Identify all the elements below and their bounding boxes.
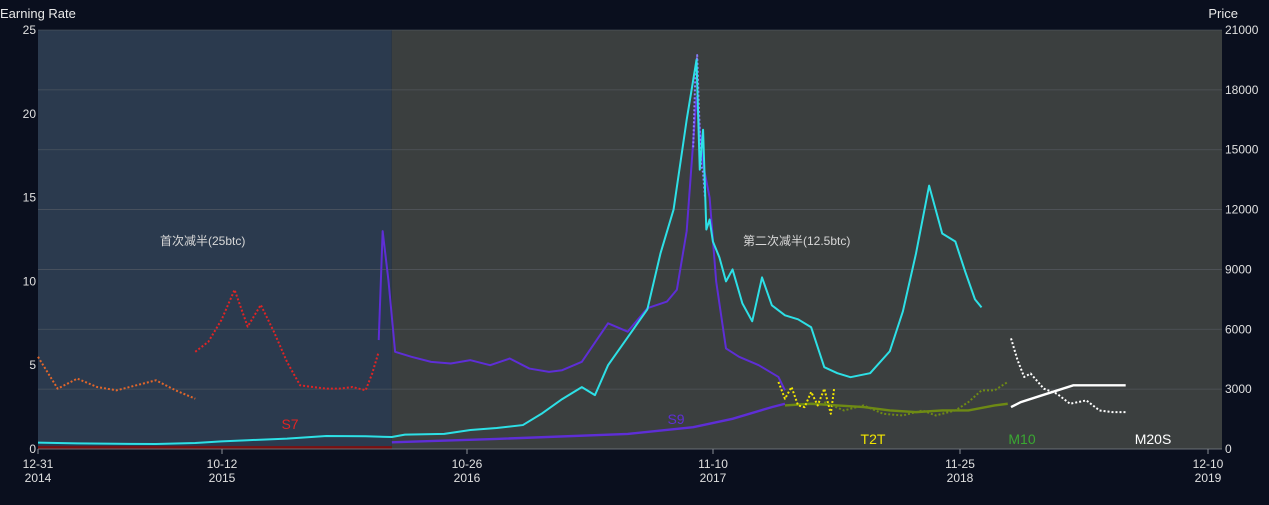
series-t2t: [777, 381, 836, 415]
x-tick-label-2: 10-26: [452, 457, 483, 471]
cost-lines: [38, 384, 1126, 449]
annotation-t2t: T2T: [861, 431, 886, 447]
x-tick-year-4: 2018: [947, 471, 974, 485]
price-line: [37, 58, 983, 446]
series-annotations: S7 S9 T2T M10 M20S: [281, 411, 1171, 447]
cost-line-3: [784, 402, 1008, 414]
left-tick-label-15: 15: [23, 191, 37, 205]
halving-region-2: [391, 30, 1223, 449]
halving-regions: 首次减半(25btc) 第二次减半(12.5btc): [38, 30, 1223, 449]
left-tick-label-5: 5: [29, 358, 36, 372]
halving-region-1: [38, 30, 392, 449]
x-tick-year-0: 2014: [25, 471, 52, 485]
left-tick-label-10: 10: [23, 274, 37, 288]
x-tick-label-4: 11-25: [945, 457, 975, 471]
series-s7: [194, 288, 380, 392]
x-tick-year-2: 2016: [454, 471, 481, 485]
right-tick-label-6000: 6000: [1225, 322, 1252, 336]
series-m10: [823, 381, 1009, 417]
right-tick-label-12000: 12000: [1225, 203, 1259, 217]
cost-line-4: [1010, 384, 1126, 409]
annotation-m20s: M20S: [1135, 431, 1172, 447]
x-tick-year-3: 2017: [700, 471, 727, 485]
right-tick-label-0: 0: [1225, 442, 1232, 456]
right-tick-label-21000: 21000: [1225, 23, 1259, 37]
series-s9: [377, 96, 786, 391]
cost-line-2: [391, 402, 786, 444]
right-tick-label-18000: 18000: [1225, 83, 1259, 97]
left-tick-label-25: 25: [23, 23, 37, 37]
right-tick-label-3000: 3000: [1225, 382, 1252, 396]
earning-rate-series: [37, 54, 1126, 417]
halving-region-label-1: 首次减半(25btc): [160, 234, 245, 248]
halving-region-label-2: 第二次减半(12.5btc): [743, 234, 850, 248]
x-tick-label-0: 12-31: [23, 457, 54, 471]
x-tick-label-3: 11-10: [698, 457, 728, 471]
x-tick-year-1: 2015: [209, 471, 236, 485]
series-1: [37, 356, 196, 400]
annotation-m10: M10: [1008, 431, 1035, 447]
left-tick-label-20: 20: [23, 107, 37, 121]
x-tick-label-5: 12-10: [1193, 457, 1224, 471]
x-tick-label-1: 10-12: [207, 457, 238, 471]
annotation-s9: S9: [667, 411, 684, 427]
left-tick-label-0: 0: [29, 442, 36, 456]
right-tick-label-9000: 9000: [1225, 262, 1252, 276]
series-7: [1010, 338, 1126, 414]
right-tick-label-15000: 15000: [1225, 143, 1259, 157]
series-4: [692, 54, 707, 198]
price-series: [37, 58, 983, 446]
x-tick-year-5: 2019: [1195, 471, 1222, 485]
right-axis-title: Price: [1208, 6, 1238, 21]
axes: 0 5 10 15 20 25 0 3000 6000 9000 12000 15000 18000 21…: [23, 23, 1259, 485]
left-axis-title: Earning Rate: [0, 6, 76, 21]
annotation-s7: S7: [281, 416, 298, 432]
